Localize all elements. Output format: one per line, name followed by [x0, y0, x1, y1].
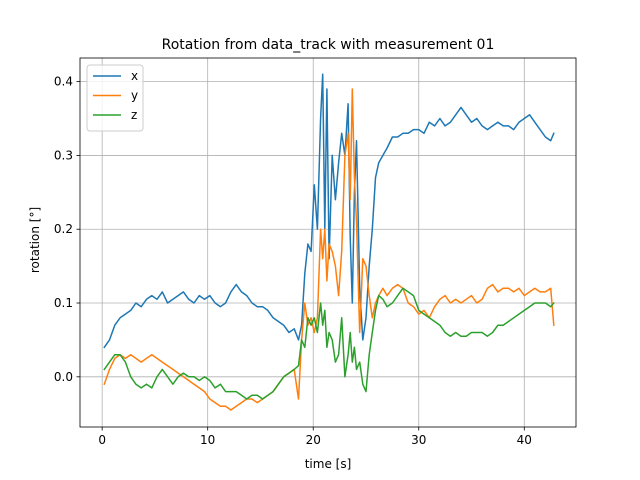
series-line-y — [103, 88, 555, 411]
series-line-z — [103, 287, 555, 400]
x-tick-label: 20 — [306, 433, 321, 447]
y-tick-label: 0.3 — [54, 148, 73, 162]
legend-label-x: x — [131, 69, 138, 83]
y-tick-label: 0.2 — [54, 222, 73, 236]
y-tick-label: 0.1 — [54, 296, 73, 310]
legend: xyz — [86, 64, 144, 132]
series-line-x — [103, 73, 555, 349]
x-tick-label: 10 — [200, 433, 215, 447]
y-tick-label: 0.4 — [54, 75, 73, 89]
plot-area — [103, 73, 555, 411]
y-axis-label: rotation [°] — [28, 207, 42, 273]
legend-label-y: y — [131, 89, 138, 103]
legend-label-z: z — [131, 108, 137, 122]
x-tick-label: 30 — [411, 433, 426, 447]
x-tick-label: 0 — [98, 433, 106, 447]
axes-frame — [79, 57, 577, 428]
grid-lines — [80, 58, 576, 427]
x-tick-label: 40 — [517, 433, 532, 447]
y-tick-label: 0.0 — [54, 370, 73, 384]
axes: 0 10 20 30 40 0.0 0.1 0.2 0.3 0.4 — [54, 57, 577, 447]
x-axis-label: time [s] — [305, 457, 352, 471]
chart-title: Rotation from data_track with measuremen… — [162, 37, 495, 53]
